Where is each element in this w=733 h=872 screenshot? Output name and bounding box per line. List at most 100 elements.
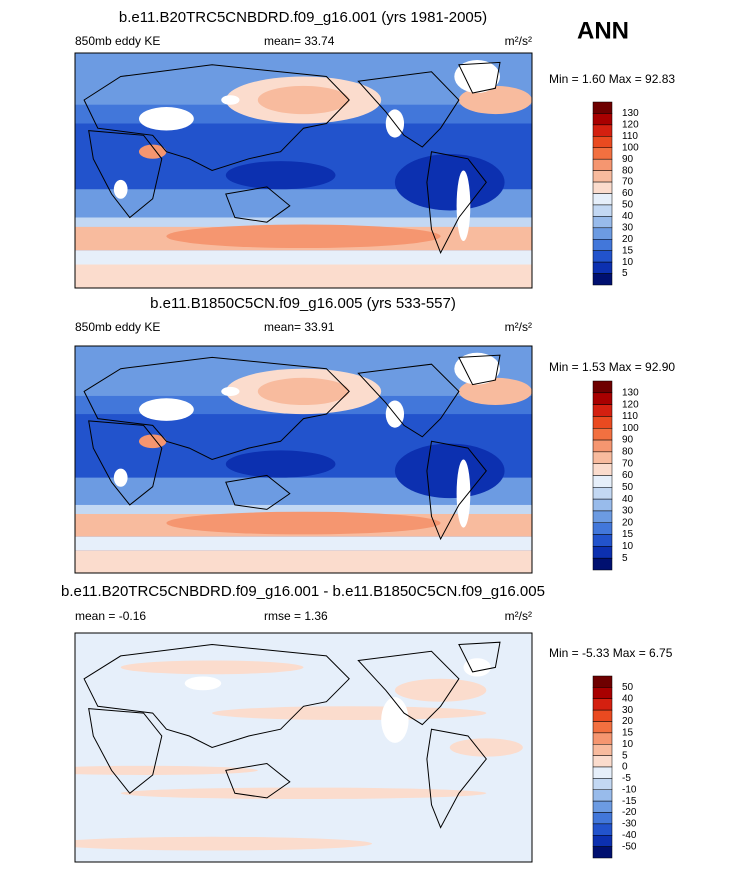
colorbar-label: 40 xyxy=(622,211,634,222)
colorbar-box xyxy=(592,800,613,813)
colorbar-label: 110 xyxy=(622,411,638,422)
colorbar-label: 60 xyxy=(622,188,634,199)
missing-data xyxy=(138,107,194,131)
colorbar-box xyxy=(592,721,613,734)
colorbar-box xyxy=(592,498,613,512)
colorbar-label: 30 xyxy=(622,705,634,716)
colorbar-box xyxy=(592,158,613,171)
missing-data xyxy=(221,95,240,105)
field-band xyxy=(75,250,532,265)
coastline xyxy=(88,130,163,219)
coastline xyxy=(83,356,350,461)
colorbar-label: 15 xyxy=(622,245,634,256)
colorbar-box xyxy=(592,755,613,768)
missing-data xyxy=(463,658,491,677)
colorbar-box xyxy=(592,261,613,274)
colorbar-box xyxy=(592,273,613,286)
field-blob xyxy=(120,787,487,800)
coastline xyxy=(225,762,291,799)
missing-data xyxy=(456,170,471,241)
min-max-label: Min = -5.33 Max = 6.75 xyxy=(549,646,673,660)
colorbar-label: 90 xyxy=(622,435,634,446)
colorbar-label: 15 xyxy=(622,529,634,540)
missing-data xyxy=(113,468,128,487)
colorbar-label: 30 xyxy=(622,222,634,233)
colorbar-label: -15 xyxy=(622,796,637,807)
panel-title: b.e11.B20TRC5CNBDRD.f09_g16.001 (yrs 198… xyxy=(119,9,487,26)
missing-data xyxy=(454,352,501,385)
colorbar-label: 40 xyxy=(622,693,634,704)
colorbar-box xyxy=(592,451,613,464)
colorbar-box xyxy=(592,487,613,500)
map-frame xyxy=(74,632,533,863)
colorbar-box xyxy=(592,147,613,160)
units-label: m²/s² xyxy=(505,609,532,623)
colorbar-box xyxy=(592,463,613,476)
field-blob xyxy=(166,224,441,249)
panel: b.e11.B20TRC5CNBDRD.f09_g16.001 (yrs 198… xyxy=(74,9,675,289)
colorbar-box xyxy=(592,522,613,535)
coastline xyxy=(357,71,460,148)
coastline xyxy=(83,64,350,172)
field-blob xyxy=(75,836,373,851)
coastline xyxy=(88,420,163,506)
map-frame xyxy=(74,345,533,574)
min-max-label: Min = 1.53 Max = 92.90 xyxy=(549,360,675,374)
colorbar-box xyxy=(592,250,613,263)
colorbar-label: 30 xyxy=(622,506,634,517)
colorbar-box xyxy=(592,136,613,148)
colorbar-box xyxy=(592,181,613,194)
coastline xyxy=(458,61,501,94)
colorbar-box xyxy=(592,709,613,722)
colorbar-box xyxy=(592,239,613,251)
colorbar-label: 50 xyxy=(622,200,634,211)
panel-left-label: 850mb eddy KE xyxy=(75,34,160,48)
missing-data xyxy=(184,676,222,691)
colorbar-box xyxy=(592,778,613,790)
colorbar-label: 60 xyxy=(622,470,634,481)
colorbar-box xyxy=(592,534,613,547)
panel-left-label: mean = -0.16 xyxy=(75,609,146,623)
panel-center-label: rmse = 1.36 xyxy=(264,609,328,623)
missing-data xyxy=(113,179,128,199)
colorbar-box xyxy=(592,392,613,405)
coastline xyxy=(357,650,460,726)
colorbar-box xyxy=(592,846,613,859)
field-blob xyxy=(75,765,258,775)
field-blob xyxy=(225,450,336,478)
colorbar-label: 20 xyxy=(622,517,634,528)
colorbar-label: -40 xyxy=(622,830,637,841)
missing-data xyxy=(454,60,501,93)
colorbar-label: 120 xyxy=(622,120,639,131)
colorbar-label: 100 xyxy=(622,142,639,153)
colorbar-box xyxy=(592,227,613,240)
map-field xyxy=(75,346,532,573)
colorbar-box xyxy=(592,546,613,559)
panel-center-label: mean= 33.74 xyxy=(264,34,335,48)
colorbar-box xyxy=(592,428,613,441)
colorbar-label: -5 xyxy=(622,773,631,784)
field-band xyxy=(75,264,532,288)
coastline xyxy=(225,186,291,223)
colorbar-box xyxy=(592,170,613,183)
colorbar-label: 20 xyxy=(622,716,634,727)
colorbar-box xyxy=(592,698,613,711)
colorbar-label: 10 xyxy=(622,541,634,552)
panel-left-label: 850mb eddy KE xyxy=(75,320,160,334)
colorbar-label: -50 xyxy=(622,841,637,852)
colorbar-label: -20 xyxy=(622,807,637,818)
panel: b.e11.B1850C5CN.f09_g16.005 (yrs 533-557… xyxy=(74,295,675,574)
colorbar-label: 70 xyxy=(622,458,634,469)
units-label: m²/s² xyxy=(505,34,532,48)
panel-title: b.e11.B20TRC5CNBDRD.f09_g16.001 - b.e11.… xyxy=(61,583,545,600)
min-max-label: Min = 1.60 Max = 92.83 xyxy=(549,72,675,86)
coastline xyxy=(88,708,163,795)
panel-title: b.e11.B1850C5CN.f09_g16.005 (yrs 533-557… xyxy=(150,295,456,312)
coastline xyxy=(357,363,460,438)
season-label: ANN xyxy=(577,17,629,44)
field-blob xyxy=(394,154,505,211)
colorbar-label: 10 xyxy=(622,739,634,750)
coastline xyxy=(83,643,350,749)
